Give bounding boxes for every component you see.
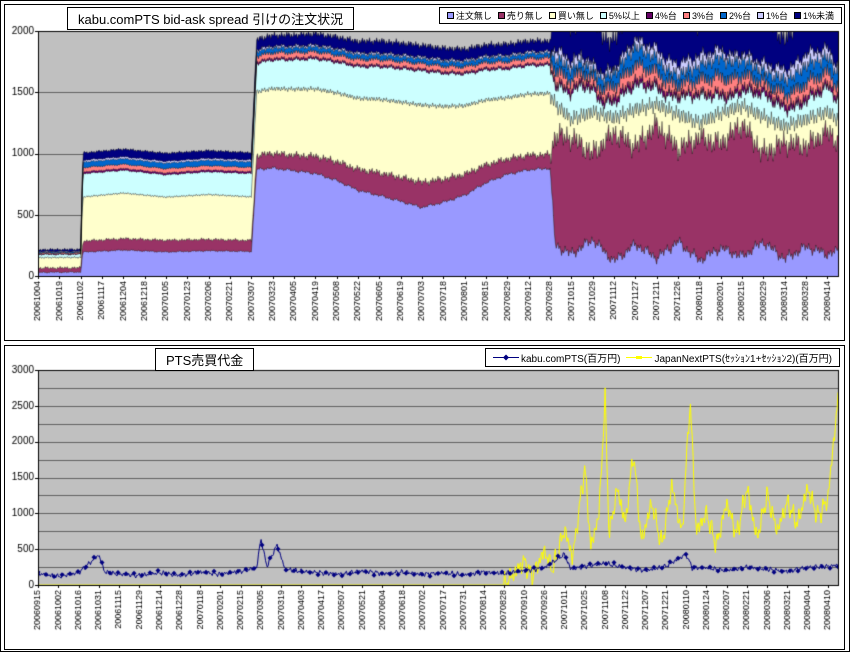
legend-item-label: 注文無し: [455, 11, 492, 21]
legend-item: kabu.comPTS(百万円): [492, 350, 621, 365]
legend-item-label: 4%台: [654, 11, 677, 21]
legend-swatch-icon: [793, 12, 801, 19]
legend-item-label: 買い無し: [557, 11, 594, 21]
bid-ask-spread-stacked-area-plot: [5, 5, 844, 340]
legend-item-label: 3%台: [691, 11, 714, 21]
legend-swatch-icon: [719, 12, 727, 19]
legend-item: 4%台: [645, 9, 677, 22]
legend-swatch-icon: [756, 12, 764, 19]
legend-item-label: 1%未満: [802, 11, 834, 21]
legend-item-label: 売り無し: [506, 11, 543, 21]
legend-item: 注文無し: [446, 9, 492, 22]
legend-swatch-icon: [446, 12, 454, 19]
legend-item: 買い無し: [548, 9, 594, 22]
trading-value-line-plot: [5, 346, 844, 649]
legend-line-diamond-icon: [492, 354, 519, 361]
legend-item: 3%台: [682, 9, 714, 22]
legend-item: 1%台: [756, 9, 788, 22]
legend-swatch-icon: [599, 12, 607, 19]
trading-value-chart-frame: PTS売買代金 kabu.comPTS(百万円) JapanNextPTS(ｾｯｼ…: [4, 345, 845, 650]
legend-swatch-icon: [497, 12, 505, 19]
bid-ask-chart-title: kabu.comPTS bid-ask spread 引けの注文状況: [67, 7, 355, 30]
legend-item: 1%未満: [793, 9, 834, 22]
trading-value-chart-legend: kabu.comPTS(百万円) JapanNextPTS(ｾｯｼｮﾝ1+ｾｯｼｮ…: [484, 348, 840, 367]
legend-swatch-icon: [645, 12, 653, 19]
legend-item: 売り無し: [497, 9, 543, 22]
bid-ask-spread-chart-frame: kabu.comPTS bid-ask spread 引けの注文状況 注文無し 売…: [4, 4, 845, 341]
legend-item-label: 1%台: [765, 11, 788, 21]
legend-item: 5%以上: [599, 9, 640, 22]
legend-item: JapanNextPTS(ｾｯｼｮﾝ1+ｾｯｼｮﾝ2)(百万円): [626, 350, 832, 365]
legend-swatch-icon: [548, 12, 556, 19]
legend-line-dash-icon: [626, 356, 653, 359]
bid-ask-chart-legend: 注文無し 売り無し 買い無し 5%以上 4%台 3%台 2%台 1%台 1%未満: [438, 7, 842, 24]
legend-item-label: kabu.comPTS(百万円): [520, 354, 621, 365]
legend-item-label: 2%台: [728, 11, 751, 21]
legend-item-label: JapanNextPTS(ｾｯｼｮﾝ1+ｾｯｼｮﾝ2)(百万円): [654, 354, 832, 365]
legend-swatch-icon: [682, 12, 690, 19]
legend-item-label: 5%以上: [608, 11, 640, 21]
trading-value-chart-title: PTS売買代金: [155, 348, 255, 371]
legend-item: 2%台: [719, 9, 751, 22]
